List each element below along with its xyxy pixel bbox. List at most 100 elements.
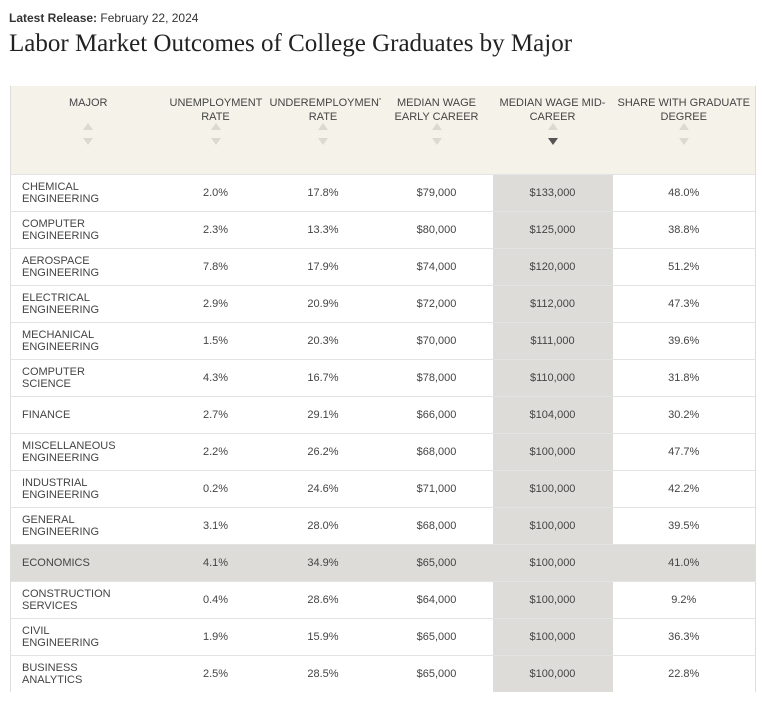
sort-icon[interactable] — [678, 123, 689, 147]
value-cell: $65,000 — [380, 655, 493, 692]
value-cell: 20.9% — [265, 285, 381, 323]
table-row: CIVIL ENGINEERING 1.9% 15.9% $65,000 $100,00… — [10, 618, 756, 656]
major-cell: AEROSPACE ENGINEERING — [10, 248, 166, 286]
value-cell: 48.0% — [612, 174, 756, 212]
value-cell: 2.0% — [165, 174, 266, 212]
header-row: MAJOR UNEMPLOYMENT RATE UNDEREMPLOYMENT RA… — [10, 86, 756, 175]
major-cell: COMPUTER ENGINEERING — [10, 211, 166, 249]
value-cell: 2.5% — [165, 655, 266, 692]
value-cell: 2.7% — [165, 396, 266, 434]
sort-icon[interactable] — [431, 123, 442, 147]
column-header[interactable]: MEDIAN WAGE EARLY CAREER — [380, 86, 493, 175]
outcomes-table: MAJOR UNEMPLOYMENT RATE UNDEREMPLOYMENT RA… — [10, 86, 756, 692]
value-cell: 2.3% — [165, 211, 266, 249]
value-cell: 3.1% — [165, 507, 266, 545]
table-row: INDUSTRIAL ENGINEERING 0.2% 24.6% $71,000 $1… — [10, 470, 756, 508]
column-header[interactable]: UNEMPLOYMENT RATE — [165, 86, 266, 175]
major-cell: ELECTRICAL ENGINEERING — [10, 285, 166, 323]
value-cell: 7.8% — [165, 248, 266, 286]
major-cell: INDUSTRIAL ENGINEERING — [10, 470, 166, 508]
value-cell: 2.9% — [165, 285, 266, 323]
value-cell: 29.1% — [265, 396, 381, 434]
value-cell: 9.2% — [612, 581, 756, 619]
major-cell: ECONOMICS — [10, 544, 166, 582]
table-row: BUSINESS ANALYTICS 2.5% 28.5% $65,000 $100,0… — [10, 655, 756, 692]
value-cell: 13.3% — [265, 211, 381, 249]
value-cell: $104,000 — [492, 396, 613, 434]
value-cell: $65,000 — [380, 618, 493, 656]
value-cell: 42.2% — [612, 470, 756, 508]
value-cell: $100,000 — [492, 581, 613, 619]
value-cell: 31.8% — [612, 359, 756, 397]
value-cell: 22.8% — [612, 655, 756, 692]
sort-icon[interactable] — [547, 123, 558, 147]
column-header[interactable]: UNDEREMPLOYMENT RATE — [265, 86, 386, 175]
value-cell: 16.7% — [265, 359, 381, 397]
value-cell: 34.9% — [265, 544, 381, 582]
value-cell: $133,000 — [492, 174, 613, 212]
value-cell: 39.5% — [612, 507, 756, 545]
value-cell: 39.6% — [612, 322, 756, 360]
value-cell: 36.3% — [612, 618, 756, 656]
release-line: Latest Release: February 22, 2024 — [9, 11, 198, 25]
table-row: COMPUTER SCIENCE 4.3% 16.7% $78,000 $110,000… — [10, 359, 756, 397]
page-title: Labor Market Outcomes of College Graduat… — [9, 30, 573, 57]
value-cell: $66,000 — [380, 396, 493, 434]
value-cell: $80,000 — [380, 211, 493, 249]
table-row: FINANCE 2.7% 29.1% $66,000 $104,000 30.2% — [10, 396, 756, 434]
value-cell: 1.5% — [165, 322, 266, 360]
value-cell: $64,000 — [380, 581, 493, 619]
table-row: GENERAL ENGINEERING 3.1% 28.0% $68,000 $100,… — [10, 507, 756, 545]
value-cell: $100,000 — [492, 655, 613, 692]
value-cell: $110,000 — [492, 359, 613, 397]
sort-icon[interactable] — [210, 123, 221, 147]
value-cell: 4.1% — [165, 544, 266, 582]
column-header[interactable]: SHARE WITH GRADUATE DEGREE — [612, 86, 756, 175]
value-cell: 24.6% — [265, 470, 381, 508]
value-cell: 17.8% — [265, 174, 381, 212]
table-row: MISCELLANEOUS ENGINEERING 2.2% 26.2% $68,00… — [10, 433, 756, 471]
value-cell: 15.9% — [265, 618, 381, 656]
value-cell: 41.0% — [612, 544, 756, 582]
sort-icon[interactable] — [83, 123, 94, 147]
value-cell: $68,000 — [380, 433, 493, 471]
table-row: ELECTRICAL ENGINEERING 2.9% 20.9% $72,000 $1… — [10, 285, 756, 323]
sort-icon[interactable] — [318, 123, 328, 147]
value-cell: 1.9% — [165, 618, 266, 656]
major-cell: BUSINESS ANALYTICS — [10, 655, 166, 692]
table-row: AEROSPACE ENGINEERING 7.8% 17.9% $74,000 $12… — [10, 248, 756, 286]
value-cell: $111,000 — [492, 322, 613, 360]
release-date: February 22, 2024 — [100, 11, 199, 25]
major-cell: COMPUTER SCIENCE — [10, 359, 166, 397]
column-label: MAJOR — [69, 97, 108, 109]
value-cell: 0.4% — [165, 581, 266, 619]
value-cell: $79,000 — [380, 174, 493, 212]
table-row: ECONOMICS 4.1% 34.9% $65,000 $100,000 41.0% — [10, 544, 756, 582]
release-label: Latest Release: — [9, 11, 98, 25]
value-cell: $78,000 — [380, 359, 493, 397]
value-cell: 28.5% — [265, 655, 381, 692]
major-cell: CIVIL ENGINEERING — [10, 618, 166, 656]
value-cell: 30.2% — [612, 396, 756, 434]
column-label: UNDEREMPLOYMENT RATE — [269, 97, 386, 123]
value-cell: 20.3% — [265, 322, 381, 360]
major-cell: MECHANICAL ENGINEERING — [10, 322, 166, 360]
column-header[interactable]: MEDIAN WAGE MID-CAREER — [492, 86, 613, 175]
value-cell: 38.8% — [612, 211, 756, 249]
value-cell: $65,000 — [380, 544, 493, 582]
value-cell: $74,000 — [380, 248, 493, 286]
column-label: MEDIAN WAGE MID-CAREER — [499, 97, 606, 123]
value-cell: 47.3% — [612, 285, 756, 323]
value-cell: 28.0% — [265, 507, 381, 545]
value-cell: $125,000 — [492, 211, 613, 249]
major-cell: GENERAL ENGINEERING — [10, 507, 166, 545]
value-cell: 2.2% — [165, 433, 266, 471]
value-cell: $70,000 — [380, 322, 493, 360]
value-cell: 17.9% — [265, 248, 381, 286]
table-body: CHEMICAL ENGINEERING 2.0% 17.8% $79,000 $133… — [10, 174, 756, 692]
column-header[interactable]: MAJOR — [10, 86, 166, 175]
value-cell: 51.2% — [612, 248, 756, 286]
table-row: COMPUTER ENGINEERING 2.3% 13.3% $80,000 $125… — [10, 211, 756, 249]
column-label: SHARE WITH GRADUATE DEGREE — [617, 97, 750, 123]
value-cell: $72,000 — [380, 285, 493, 323]
